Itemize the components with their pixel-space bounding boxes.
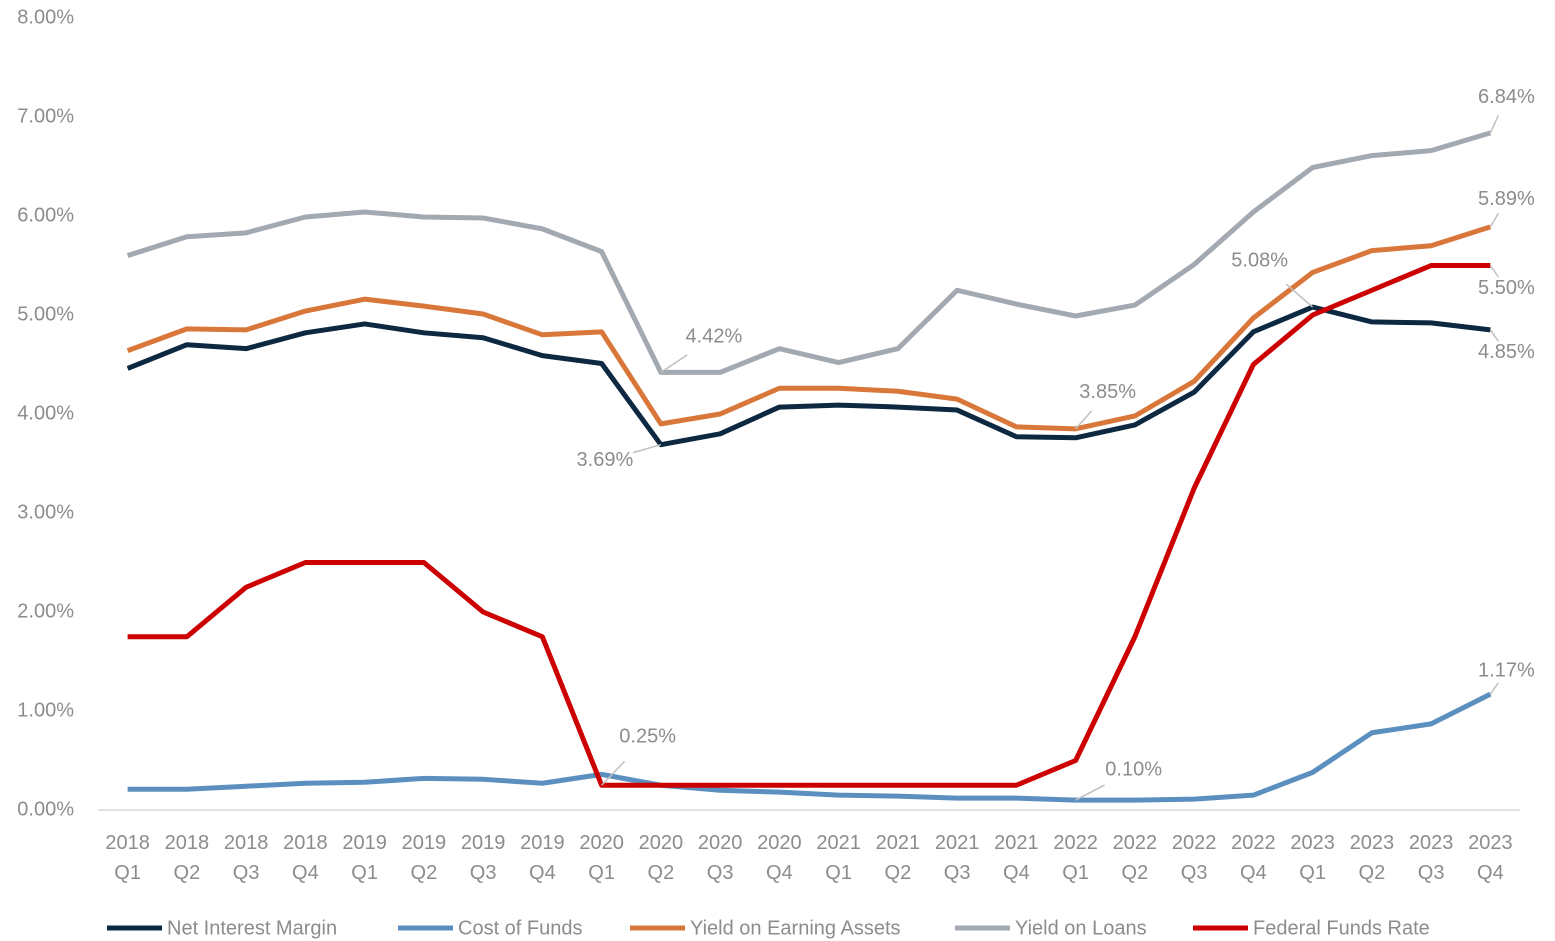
y-tick-label: 5.00% (17, 303, 74, 325)
data-label: 6.84% (1478, 86, 1535, 108)
x-tick-label: 2022 Q2 (1112, 832, 1158, 884)
legend-label: Yield on Loans (1015, 917, 1147, 939)
x-tick-label: 2021 Q4 (994, 832, 1039, 884)
x-tick-label: 2018 Q2 (164, 832, 210, 884)
y-tick-label: 4.00% (17, 402, 74, 424)
series-line (126, 224, 1492, 432)
x-tick-label: 2018 Q3 (223, 832, 269, 884)
x-tick-label: 2022 Q4 (1231, 832, 1276, 884)
y-tick-label: 2.00% (17, 600, 74, 622)
y-tick-label: 1.00% (17, 699, 74, 721)
x-tick-label: 2020 Q2 (638, 832, 684, 884)
x-tick-label: 2019 Q4 (520, 832, 565, 884)
data-label: 0.10% (1105, 758, 1162, 780)
leader-line (1489, 682, 1499, 695)
data-label: 5.08% (1231, 249, 1288, 271)
leader-line (1075, 410, 1093, 430)
data-label: 3.69% (577, 449, 634, 471)
series-line (127, 691, 1492, 803)
leader-line (1285, 283, 1314, 308)
x-tick-label: 2022 Q1 (1053, 832, 1098, 884)
leader-line (1489, 265, 1499, 278)
leader-line (1489, 213, 1500, 228)
y-tick-label: 8.00% (17, 6, 74, 28)
x-tick-label: 2019 Q1 (342, 832, 387, 884)
x-tick-label: 2023 Q4 (1468, 832, 1513, 884)
x-tick-label: 2021 Q3 (934, 832, 980, 884)
data-label: 4.85% (1478, 341, 1535, 363)
x-tick-label: 2021 Q2 (875, 832, 921, 884)
x-tick-label: 2023 Q2 (1349, 832, 1395, 884)
x-tick-label: 2019 Q3 (460, 832, 506, 884)
x-tick-label: 2022 Q3 (1171, 832, 1217, 884)
x-tick-label: 2020 Q4 (757, 832, 802, 884)
series-line (127, 263, 1491, 788)
leader-line (660, 354, 688, 374)
x-tick-label: 2019 Q2 (401, 832, 447, 884)
series-line (126, 304, 1491, 448)
x-tick-label: 2023 Q1 (1290, 832, 1335, 884)
data-label: 5.89% (1478, 188, 1535, 210)
data-label: 4.42% (686, 326, 743, 348)
data-label: 5.50% (1478, 277, 1535, 299)
x-tick-label: 2023 Q3 (1408, 832, 1454, 884)
x-tick-label: 2018 Q4 (283, 832, 328, 884)
y-tick-label: 6.00% (17, 204, 74, 226)
series-line (126, 130, 1492, 375)
y-tick-label: 7.00% (17, 105, 74, 127)
data-label: 0.25% (619, 726, 676, 748)
legend-label: Federal Funds Rate (1253, 917, 1430, 939)
legend-label: Yield on Earning Assets (690, 917, 901, 939)
y-tick-label: 3.00% (17, 501, 74, 523)
x-tick-label: 2018 Q1 (105, 832, 150, 884)
legend-label: Cost of Funds (458, 917, 583, 939)
x-tick-label: 2020 Q1 (579, 832, 624, 884)
leader-line (632, 443, 662, 454)
legend-label: Net Interest Margin (167, 917, 337, 939)
leader-line (1489, 329, 1499, 342)
leader-line (1075, 784, 1105, 801)
x-tick-label: 2021 Q1 (816, 832, 861, 884)
data-label: 1.17% (1478, 659, 1535, 681)
leader-line (1489, 115, 1500, 134)
leader-line (601, 760, 626, 786)
data-label: 3.85% (1079, 381, 1136, 403)
x-tick-label: 2020 Q3 (697, 832, 743, 884)
y-tick-label: 0.00% (17, 798, 74, 820)
